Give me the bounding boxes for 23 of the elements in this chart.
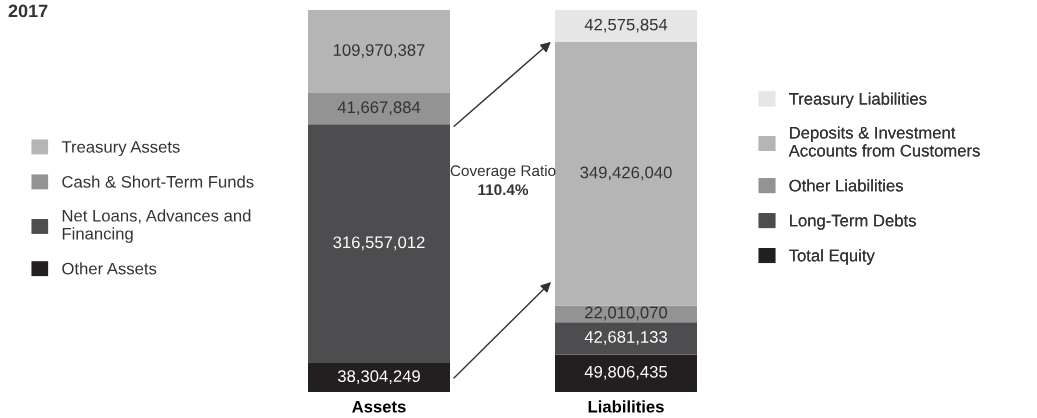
legend-label: Total Equity (789, 249, 875, 265)
annotation: 110.4% (478, 184, 529, 196)
data-label: 41,667,884 (337, 101, 421, 116)
data-label: 49,806,435 (584, 365, 668, 380)
data-label: 42,575,854 (584, 18, 668, 33)
legend-label: Long-Term Debts (790, 214, 916, 230)
x-tick-label: Assets (352, 400, 406, 413)
legend-label: Net Loans, Advances and Financing (62, 209, 251, 243)
x-tick-label: Liabilities (588, 400, 664, 413)
data-label: 42,681,133 (584, 331, 667, 345)
legend-label: Other Assets (62, 262, 157, 275)
text: 2017 (8, 4, 48, 18)
legend-label: Treasury Assets (61, 141, 180, 157)
legend-label: Deposits & Investment Accounts from Customers (788, 126, 980, 157)
legend-label: Cash & Short-Term Funds (62, 175, 254, 188)
data-label: 109,970,387 (333, 44, 425, 58)
data-label: 38,304,249 (337, 370, 420, 384)
data-label: 316,557,012 (333, 236, 425, 251)
data-label: 349,426,040 (580, 166, 672, 181)
annotation: Coverage Ratio (450, 164, 556, 180)
legend-label: Other Liabilities (789, 179, 903, 192)
legend-label: Treasury Liabilities (789, 92, 927, 109)
data-label: 22,010,070 (585, 306, 668, 321)
